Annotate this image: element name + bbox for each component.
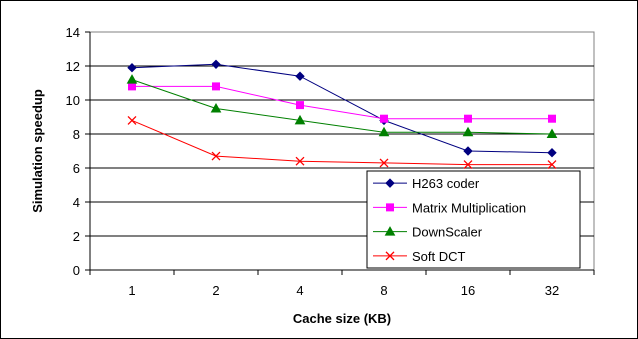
data-point	[462, 126, 474, 137]
x-marker-stroke	[385, 251, 395, 261]
legend-box	[366, 170, 581, 269]
y-tick-label: 14	[66, 25, 80, 40]
series-line	[131, 63, 553, 154]
legend-label: H263 coder	[412, 176, 480, 191]
data-point	[295, 156, 305, 166]
series-line	[131, 119, 552, 166]
data-point	[210, 102, 222, 113]
data-point	[212, 82, 220, 91]
x-axis-title: Cache size (KB)	[293, 311, 391, 326]
legend-marker	[384, 226, 396, 236]
series-2	[126, 74, 558, 138]
legend-item: Matrix Multiplication	[373, 200, 526, 215]
y-tick-label: 6	[73, 161, 80, 176]
x-marker-stroke	[379, 158, 389, 168]
y-tick-label: 12	[66, 59, 80, 74]
legend: H263 coder Matrix Multiplication DownScale…	[366, 170, 581, 269]
legend-marker	[386, 203, 394, 212]
data-point	[547, 160, 557, 170]
y-tick-label: 8	[73, 127, 80, 142]
data-point	[211, 59, 221, 70]
data-point	[463, 160, 473, 170]
x-tick-label: 1	[128, 283, 135, 298]
data-point	[378, 126, 390, 137]
data-point	[547, 147, 557, 158]
x-tick-label: 32	[545, 283, 559, 298]
series-line	[132, 85, 552, 120]
data-point	[126, 74, 138, 84]
data-point	[211, 151, 221, 161]
data-point	[294, 114, 306, 125]
data-point	[463, 146, 473, 156]
data-point	[295, 71, 305, 81]
data-point	[127, 115, 137, 125]
x-tick-label: 4	[296, 283, 303, 298]
x-marker-stroke	[547, 160, 557, 170]
data-point	[380, 114, 388, 123]
x-tick-label: 2	[212, 283, 219, 298]
data-point	[546, 128, 558, 138]
legend-label: Matrix Multiplication	[412, 200, 526, 215]
y-tick-label: 4	[73, 195, 80, 210]
legend-label: Soft DCT	[412, 249, 466, 264]
y-tick-label: 2	[73, 229, 80, 244]
x-tick-label: 16	[461, 283, 475, 298]
legend-item: H263 coder	[373, 176, 480, 191]
series-line	[131, 79, 553, 135]
data-point	[379, 158, 389, 168]
data-point	[127, 62, 137, 73]
series	[126, 59, 558, 170]
data-point	[464, 114, 472, 123]
data-point	[128, 82, 136, 91]
series-3	[127, 115, 557, 170]
legend-label: DownScaler	[412, 225, 483, 240]
y-tick-label: 10	[66, 93, 80, 108]
legend-item: DownScaler	[373, 225, 483, 240]
series-1	[128, 82, 556, 123]
data-point	[296, 101, 304, 110]
legend-item: Soft DCT	[373, 249, 466, 264]
x-marker-stroke	[127, 115, 137, 125]
data-point	[548, 114, 556, 123]
x-tick-label: 8	[380, 283, 387, 298]
y-axis-title: Simulation speedup	[30, 89, 45, 213]
x-marker-stroke	[211, 151, 221, 161]
x-marker-stroke	[295, 156, 305, 166]
legend-marker	[385, 178, 395, 188]
x-marker-stroke	[463, 160, 473, 170]
legend-marker	[385, 251, 395, 261]
y-tick-label: 0	[73, 263, 80, 278]
